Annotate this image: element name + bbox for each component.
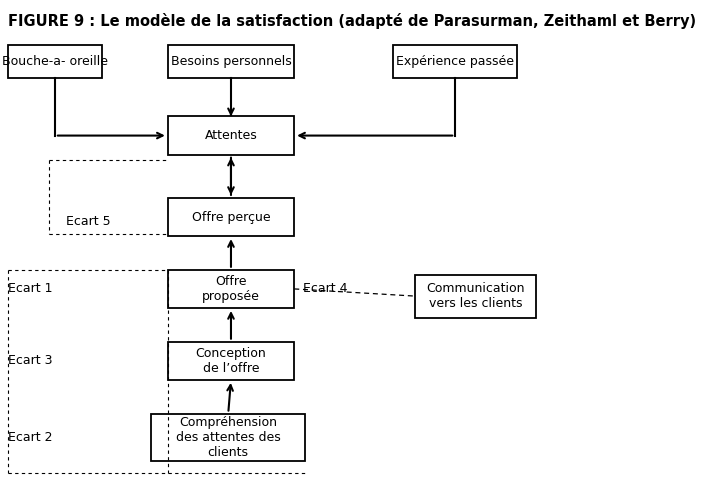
FancyBboxPatch shape <box>415 275 536 318</box>
FancyBboxPatch shape <box>8 44 102 78</box>
FancyBboxPatch shape <box>168 342 295 380</box>
FancyBboxPatch shape <box>393 44 517 78</box>
Text: Compréhension
des attentes des
clients: Compréhension des attentes des clients <box>176 416 280 459</box>
Text: Communication
vers les clients: Communication vers les clients <box>427 282 525 310</box>
FancyBboxPatch shape <box>168 44 295 78</box>
Text: Ecart 5: Ecart 5 <box>66 215 110 228</box>
FancyBboxPatch shape <box>168 198 295 236</box>
Text: Ecart 2: Ecart 2 <box>8 431 53 444</box>
FancyBboxPatch shape <box>151 414 305 461</box>
Text: Ecart 1: Ecart 1 <box>8 282 53 295</box>
Text: FIGURE 9 : Le modèle de la satisfaction (adapté de Parasurman, Zeithaml et Berry: FIGURE 9 : Le modèle de la satisfaction … <box>8 13 696 29</box>
Text: Besoins personnels: Besoins personnels <box>171 55 291 68</box>
Text: Conception
de l’offre: Conception de l’offre <box>195 347 266 375</box>
Text: Expérience passée: Expérience passée <box>396 55 514 68</box>
FancyBboxPatch shape <box>168 270 295 308</box>
Text: Attentes: Attentes <box>205 129 257 142</box>
Text: Offre
proposée: Offre proposée <box>202 275 260 303</box>
Text: Offre perçue: Offre perçue <box>192 211 270 224</box>
FancyBboxPatch shape <box>168 116 295 155</box>
Text: Ecart 4: Ecart 4 <box>302 282 347 295</box>
Text: Ecart 3: Ecart 3 <box>8 354 53 367</box>
Text: Bouche-a- oreille: Bouche-a- oreille <box>2 55 108 68</box>
